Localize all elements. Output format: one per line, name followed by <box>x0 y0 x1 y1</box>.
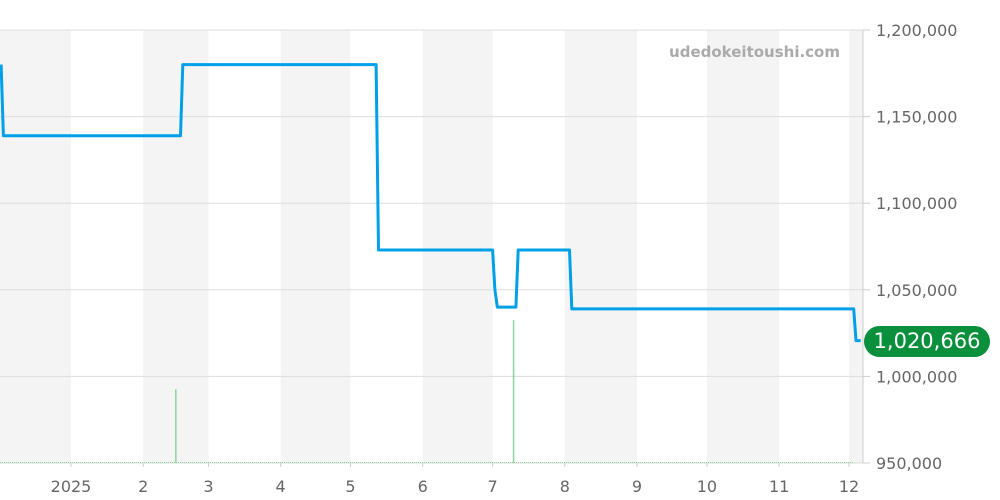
x-tick-label: 3 <box>203 477 213 496</box>
y-tick-label: 1,200,000 <box>876 21 957 40</box>
month-band <box>280 30 351 463</box>
x-tick-label: 7 <box>488 477 498 496</box>
y-tick-label: 950,000 <box>876 454 942 473</box>
month-band <box>0 30 71 463</box>
x-tick-label: 10 <box>697 477 717 496</box>
y-tick-label: 1,100,000 <box>876 194 957 213</box>
x-tick-label: 2 <box>138 477 148 496</box>
last-value-badge: 1,020,666 <box>864 326 990 357</box>
x-tick-label: 6 <box>418 477 428 496</box>
y-tick-label: 1,050,000 <box>876 281 957 300</box>
x-tick-label: 5 <box>345 477 355 496</box>
watermark: udedokeitoushi.com <box>669 43 840 61</box>
x-tick-label: 8 <box>560 477 570 496</box>
x-tick-label: 2025 <box>51 477 92 496</box>
month-band <box>849 30 863 463</box>
x-tick-label: 12 <box>839 477 859 496</box>
x-tick-label: 9 <box>632 477 642 496</box>
y-tick-label: 1,000,000 <box>876 367 957 386</box>
month-band <box>422 30 493 463</box>
month-band <box>564 30 638 463</box>
price-line <box>0 63 861 343</box>
x-tick-label: 4 <box>276 477 286 496</box>
y-tick-label: 1,150,000 <box>876 108 957 127</box>
x-tick-label: 11 <box>769 477 789 496</box>
month-band <box>706 30 780 463</box>
